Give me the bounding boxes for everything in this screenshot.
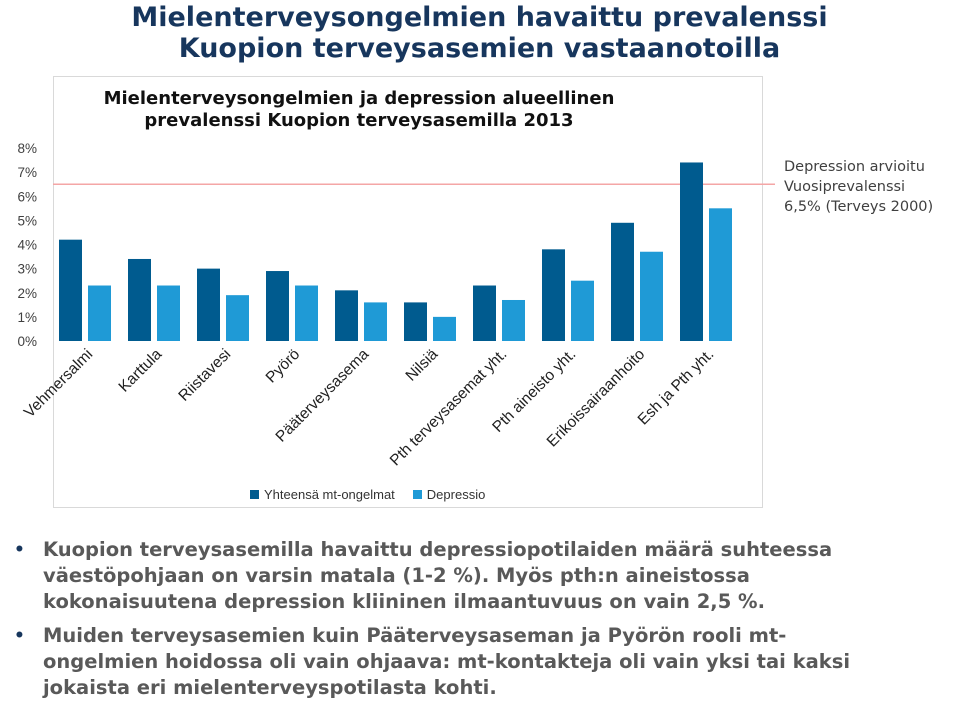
- y-tick-label: 5%: [17, 213, 37, 228]
- y-tick-label: 3%: [17, 262, 37, 277]
- bar-series-1: [59, 239, 82, 341]
- bar-series-2: [295, 285, 318, 341]
- y-tick-label: 4%: [17, 238, 37, 253]
- x-tick-label: Karttula: [116, 346, 166, 396]
- x-tick-label: Pth terveysasemat yht.: [387, 346, 511, 470]
- bar-series-1: [266, 271, 289, 341]
- bar-series-2: [709, 208, 732, 341]
- chart-title-line-1: Mielenterveysongelmien ja depression alu…: [103, 88, 615, 109]
- bullet-2-line-2: ongelmien hoidossa oli vain ohjaava: mt-…: [43, 650, 851, 673]
- chart-frame: [53, 76, 763, 508]
- y-tick-label: 8%: [17, 141, 37, 156]
- bar-series-2: [640, 251, 663, 341]
- bar-series-2: [157, 285, 180, 341]
- slide-title: Mielenterveysongelmien havaittu prevalen…: [0, 2, 959, 64]
- legend-item-series-2: Depressio: [412, 487, 486, 502]
- bar-series-1: [680, 162, 703, 341]
- bullet-2-line-1: Muiden terveysasemien kuin Pääterveysase…: [43, 624, 787, 647]
- annotation-line-3: 6,5% (Terveys 2000): [784, 199, 934, 215]
- x-tick-label: Nilsiä: [403, 346, 442, 385]
- bar-series-2: [433, 316, 456, 341]
- bar-series-1: [542, 249, 565, 341]
- bar-series-2: [226, 295, 249, 341]
- annotation-line-1: Depression arvioitu: [784, 159, 925, 175]
- bar-series-1: [128, 258, 151, 341]
- bar-series-1: [473, 285, 496, 341]
- y-tick-label: 0%: [17, 334, 37, 349]
- bullet-item: • Muiden terveysasemien kuin Pääterveysa…: [14, 623, 954, 701]
- bullet-2-line-3: jokaista eri mielenterveyspotilasta koht…: [43, 676, 497, 699]
- bar-series-1: [611, 222, 634, 341]
- annotation-line-2: Vuosiprevalenssi: [784, 179, 906, 195]
- reference-annotation: Depression arvioitu Vuosiprevalenssi 6,5…: [784, 157, 956, 217]
- legend-item-series-1: Yhteensä mt-ongelmat: [250, 487, 395, 502]
- bullet-1-line-1: Kuopion terveysasemilla havaittu depress…: [43, 538, 833, 561]
- bullet-1-line-2: väestöpohjaan on varsin matala (1-2 %). …: [43, 564, 750, 587]
- slide-title-line-1: Mielenterveysongelmien havaittu prevalen…: [131, 2, 828, 33]
- chart-title-line-2: prevalenssi Kuopion terveysasemilla 2013: [144, 110, 574, 131]
- y-tick-label: 7%: [17, 165, 37, 180]
- bullet-marker: •: [14, 626, 25, 646]
- bar-series-1: [335, 290, 358, 341]
- bullet-marker: •: [14, 540, 25, 560]
- legend-label-series-2: Depressio: [426, 487, 486, 502]
- y-tick-label: 2%: [17, 286, 37, 301]
- bar-series-1: [404, 302, 427, 341]
- bullet-1-line-3: kokonaisuutena depression kliininen ilma…: [43, 590, 766, 613]
- bar-series-2: [502, 299, 525, 341]
- legend-swatch-series-2: [412, 490, 422, 499]
- slide-title-line-2: Kuopion terveysasemien vastaanotoilla: [178, 33, 781, 64]
- bar-chart: 0% 1% 2% 3% 4% 5% 6% 7% 8% Vehmersalmi Karttula Rii…: [17, 141, 775, 470]
- x-tick-label: Vehmersalmi: [21, 346, 96, 421]
- legend-swatch-series-1: [250, 490, 259, 499]
- x-tick-label: Riistavesi: [175, 346, 234, 405]
- chart-title: Mielenterveysongelmien ja depression alu…: [53, 88, 665, 132]
- x-tick-label: Pyörö: [263, 346, 304, 387]
- legend-label-series-1: Yhteensä mt-ongelmat: [264, 487, 395, 502]
- bar-series-2: [364, 302, 387, 341]
- bullet-list: • Kuopion terveysasemilla havaittu depre…: [14, 537, 954, 709]
- y-tick-label: 6%: [17, 189, 37, 204]
- bullet-item: • Kuopion terveysasemilla havaittu depre…: [14, 537, 954, 615]
- bar-series-2: [571, 280, 594, 341]
- chart-legend: Yhteensä mt-ongelmat Depressio: [250, 487, 503, 502]
- y-tick-label: 1%: [17, 310, 37, 325]
- bar-series-2: [88, 285, 111, 341]
- bar-series-1: [197, 268, 220, 341]
